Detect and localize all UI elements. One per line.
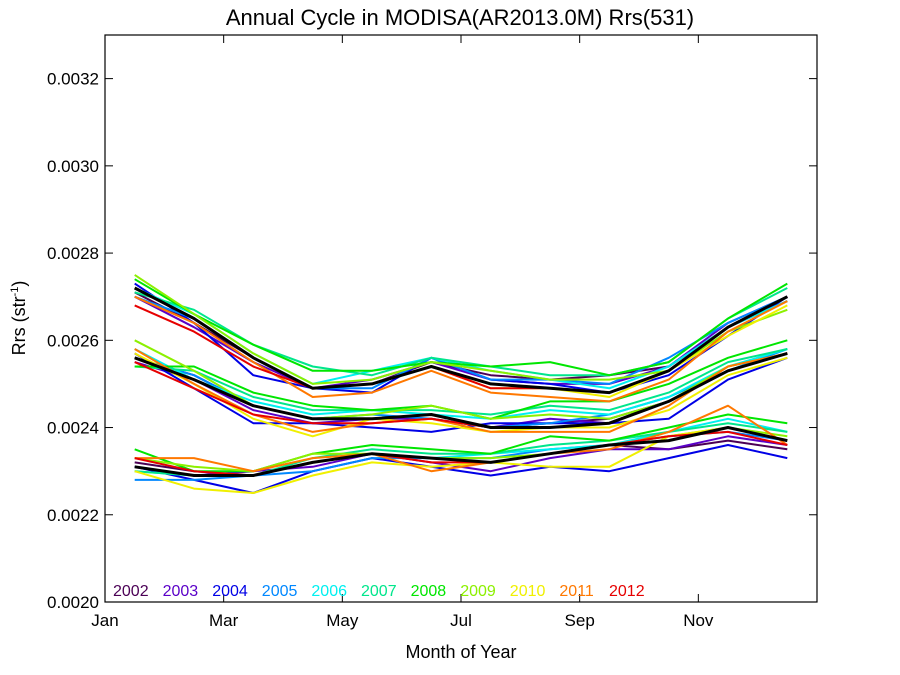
legend-year-2004: 2004 bbox=[212, 583, 248, 600]
series-line-2009-high bbox=[134, 274, 788, 385]
x-tick-label: Jul bbox=[450, 611, 472, 630]
series-line-2004-low bbox=[134, 444, 788, 494]
x-tick-label: May bbox=[326, 611, 359, 630]
series-line-2011-low bbox=[134, 404, 788, 473]
series-line-2006-mid bbox=[134, 348, 788, 420]
y-tick-label: 0.0026 bbox=[47, 331, 99, 350]
legend-year-2006: 2006 bbox=[311, 583, 347, 600]
mean-line-high bbox=[134, 286, 788, 395]
chart-title: Annual Cycle in MODISA(AR2013.0M) Rrs(53… bbox=[226, 5, 694, 30]
mean-line-mid bbox=[134, 351, 788, 429]
y-axis-label: Rrs (str-1) bbox=[9, 281, 29, 356]
legend-year-2002: 2002 bbox=[113, 583, 149, 600]
y-tick-label: 0.0032 bbox=[47, 70, 99, 89]
legend-year-2009: 2009 bbox=[460, 583, 496, 600]
plot-frame bbox=[104, 34, 818, 603]
x-tick-label: Nov bbox=[683, 611, 714, 630]
x-axis: Jan Mar May Jul Sep Nov bbox=[91, 35, 714, 630]
legend-year-2011: 2011 bbox=[559, 583, 594, 600]
x-tick-label: Jan bbox=[91, 611, 118, 630]
y-tick-label: 0.0024 bbox=[47, 419, 99, 438]
legend-year-2003: 2003 bbox=[163, 583, 199, 600]
y-axis-label-main: Rrs (str bbox=[9, 296, 29, 355]
y-axis-label-end: ) bbox=[9, 281, 29, 287]
legend-year-2008: 2008 bbox=[411, 583, 447, 600]
mean-group bbox=[134, 286, 788, 477]
y-tick-label: 0.0020 bbox=[47, 593, 99, 612]
series-line-2011-high bbox=[134, 295, 788, 403]
legend-year-2007: 2007 bbox=[361, 583, 397, 600]
x-axis-label: Month of Year bbox=[405, 642, 516, 662]
y-tick-label: 0.0030 bbox=[47, 157, 99, 176]
y-tick-label: 0.0028 bbox=[47, 244, 99, 263]
legend-year-2012: 2012 bbox=[609, 583, 645, 600]
legend-year-2005: 2005 bbox=[262, 583, 298, 600]
y-axis: 0.0020 0.0022 0.0024 0.0026 0.0028 0.0030 0.00… bbox=[47, 70, 817, 612]
mean-line-low bbox=[134, 426, 788, 477]
legend-year-2010: 2010 bbox=[510, 583, 546, 600]
y-tick-label: 0.0022 bbox=[47, 506, 99, 525]
x-tick-label: Mar bbox=[209, 611, 239, 630]
series-line-2006-high bbox=[134, 287, 788, 390]
legend: 2002 2003 2004 2005 2006 2007 2008 2009 2010 2011… bbox=[113, 583, 645, 600]
y-axis-label-superscript: -1 bbox=[9, 287, 21, 297]
series-line-2008-high bbox=[134, 278, 788, 377]
x-tick-label: Sep bbox=[565, 611, 595, 630]
series-line-2010-mid bbox=[134, 352, 788, 438]
